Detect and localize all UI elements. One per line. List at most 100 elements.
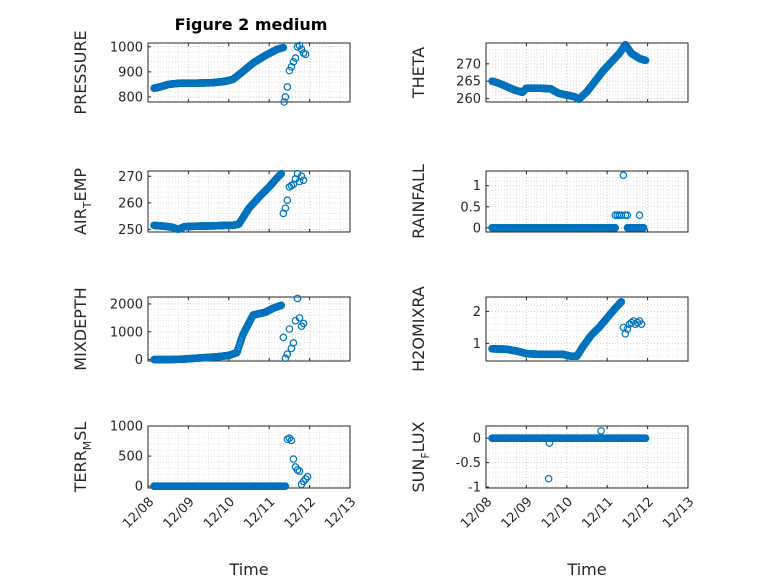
y-tick-label: 900 <box>118 65 143 80</box>
data-point <box>283 350 292 358</box>
data-point <box>627 318 636 327</box>
x-tick-label: 12/12 <box>620 495 657 532</box>
x-tick-label: 12/10 <box>539 495 576 532</box>
data-point <box>299 477 308 486</box>
subplot-terr_msl: 0 500 1000 12/08 12/09 12/10 12/11 12/12 12/13 Ti… <box>71 420 359 580</box>
axes-box <box>485 425 689 489</box>
axes-box <box>147 296 351 362</box>
data-point <box>287 63 296 71</box>
data-point <box>281 354 290 363</box>
x-tick-label: 12/13 <box>660 495 697 532</box>
subplot-pressure: 800 900 1000 PRESSURE <box>71 30 351 115</box>
y-tick-label: 270 <box>456 57 481 72</box>
y-tick-label: 0 <box>473 221 481 236</box>
data-point <box>617 297 626 306</box>
data-point <box>619 171 628 180</box>
subplot-h2omixra: 1 2 H2OMIXRA <box>409 286 689 372</box>
data-point <box>641 434 650 443</box>
data-point <box>285 434 294 442</box>
data-point <box>297 45 306 54</box>
data-point <box>289 339 298 347</box>
y-tick-label: 2 <box>473 305 481 320</box>
y-tick-label: -0.5 <box>456 456 481 471</box>
y-axis-label: AIRTEMP <box>71 168 94 235</box>
data-point <box>277 169 286 178</box>
data-point <box>285 325 294 333</box>
y-tick-label: 0.5 <box>460 200 481 215</box>
subplot-sun_flux: -1 -0.5 0 12/08 12/09 12/10 12/11 12/12 12/13 Tim… <box>409 421 697 579</box>
x-tick-label: 12/09 <box>161 495 198 532</box>
y-tick-label: 2000 <box>110 297 143 312</box>
y-tick-label: 260 <box>118 196 143 211</box>
data-point <box>277 301 286 310</box>
data-point <box>297 172 306 181</box>
subplot-mixdepth: 0 1000 2000 MIXDEPTH <box>71 287 351 371</box>
data-point <box>280 98 288 106</box>
data-point <box>279 43 288 52</box>
data-point <box>301 475 310 483</box>
y-tick-label: 260 <box>456 92 481 107</box>
x-tick-label: 12/13 <box>322 495 359 532</box>
data-point <box>281 204 290 212</box>
subplot-theta: 260 265 270 THETA <box>409 40 689 107</box>
axes-box <box>147 170 351 233</box>
data-point <box>295 314 304 322</box>
x-axis-label: Time <box>566 560 606 579</box>
y-axis-label: SUNFLUX <box>409 421 432 492</box>
data-point <box>283 196 292 204</box>
y-axis-label: H2OMIXRA <box>409 286 428 372</box>
data-point <box>611 223 620 232</box>
data-point <box>623 325 632 333</box>
data-point <box>281 93 290 101</box>
data-point <box>285 66 294 75</box>
y-tick-label: 800 <box>118 90 143 105</box>
axes-box <box>147 42 351 103</box>
data-point <box>293 294 302 303</box>
data-point <box>301 50 310 59</box>
data-point <box>619 323 628 332</box>
figure-title: Figure 2 medium <box>175 15 328 34</box>
data-point <box>287 436 296 445</box>
y-tick-label: 1000 <box>110 40 143 55</box>
data-point <box>637 320 646 329</box>
axes-box <box>485 42 689 103</box>
y-tick-label: 1 <box>473 337 481 352</box>
y-tick-label: 0 <box>135 353 143 368</box>
y-axis-label: PRESSURE <box>71 30 90 114</box>
y-axis-label: MIXDEPTH <box>71 287 90 370</box>
x-axis-label: Time <box>228 560 268 579</box>
data-point <box>283 83 292 91</box>
y-tick-label: 250 <box>118 223 143 238</box>
x-tick-label: 12/12 <box>282 495 319 532</box>
y-axis-label: TERRMSL <box>71 422 94 494</box>
data-point <box>295 41 304 50</box>
y-tick-label: 265 <box>456 75 481 90</box>
y-tick-label: 1000 <box>110 420 143 435</box>
subplot-rainfall: 0 0.5 1 RAINFALL <box>409 164 689 239</box>
data-point <box>303 472 312 481</box>
x-tick-label: 12/11 <box>241 495 278 532</box>
data-point <box>287 181 296 190</box>
data-point <box>544 474 553 483</box>
data-point <box>295 467 304 475</box>
data-point <box>281 482 290 490</box>
data-point <box>299 319 308 328</box>
data-point <box>597 427 605 435</box>
y-tick-label: 0 <box>473 432 481 447</box>
data-point <box>635 211 644 219</box>
y-tick-label: 0 <box>135 480 143 495</box>
data-point <box>291 54 300 62</box>
axes-box <box>485 170 689 233</box>
data-point <box>299 176 308 185</box>
data-point <box>623 211 632 219</box>
y-axis-label: THETA <box>409 47 428 99</box>
axes-box <box>485 296 689 362</box>
data-point <box>641 56 650 65</box>
data-point <box>289 455 298 463</box>
x-tick-label: 12/09 <box>499 495 536 532</box>
y-axis-label: RAINFALL <box>409 164 428 239</box>
data-point <box>639 223 648 232</box>
data-point <box>289 58 298 66</box>
